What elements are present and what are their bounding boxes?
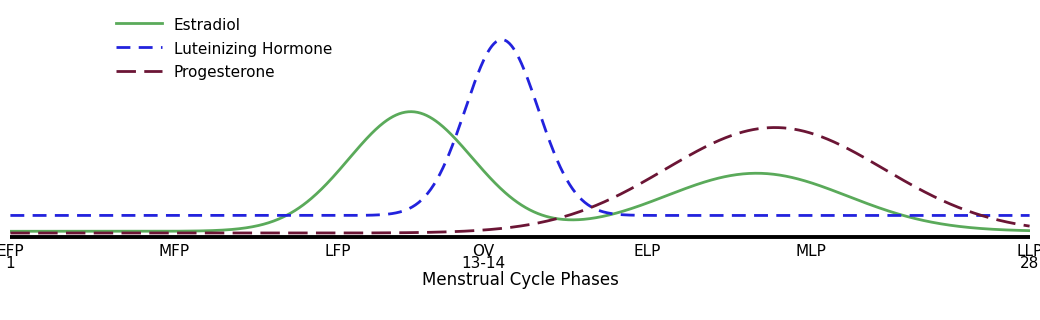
Text: MFP: MFP	[159, 244, 189, 260]
Legend: Estradiol, Luteinizing Hormone, Progesterone: Estradiol, Luteinizing Hormone, Progeste…	[110, 11, 338, 86]
Text: EFP: EFP	[0, 244, 24, 260]
Text: Menstrual Cycle Phases: Menstrual Cycle Phases	[421, 271, 619, 289]
Text: LFP: LFP	[324, 244, 352, 260]
Text: 1: 1	[5, 256, 16, 271]
Text: OV: OV	[472, 244, 495, 260]
Text: ELP: ELP	[633, 244, 661, 260]
Text: 28: 28	[1020, 256, 1039, 271]
Text: MLP: MLP	[796, 244, 827, 260]
Text: 13-14: 13-14	[462, 256, 505, 271]
Text: LLP: LLP	[1016, 244, 1040, 260]
